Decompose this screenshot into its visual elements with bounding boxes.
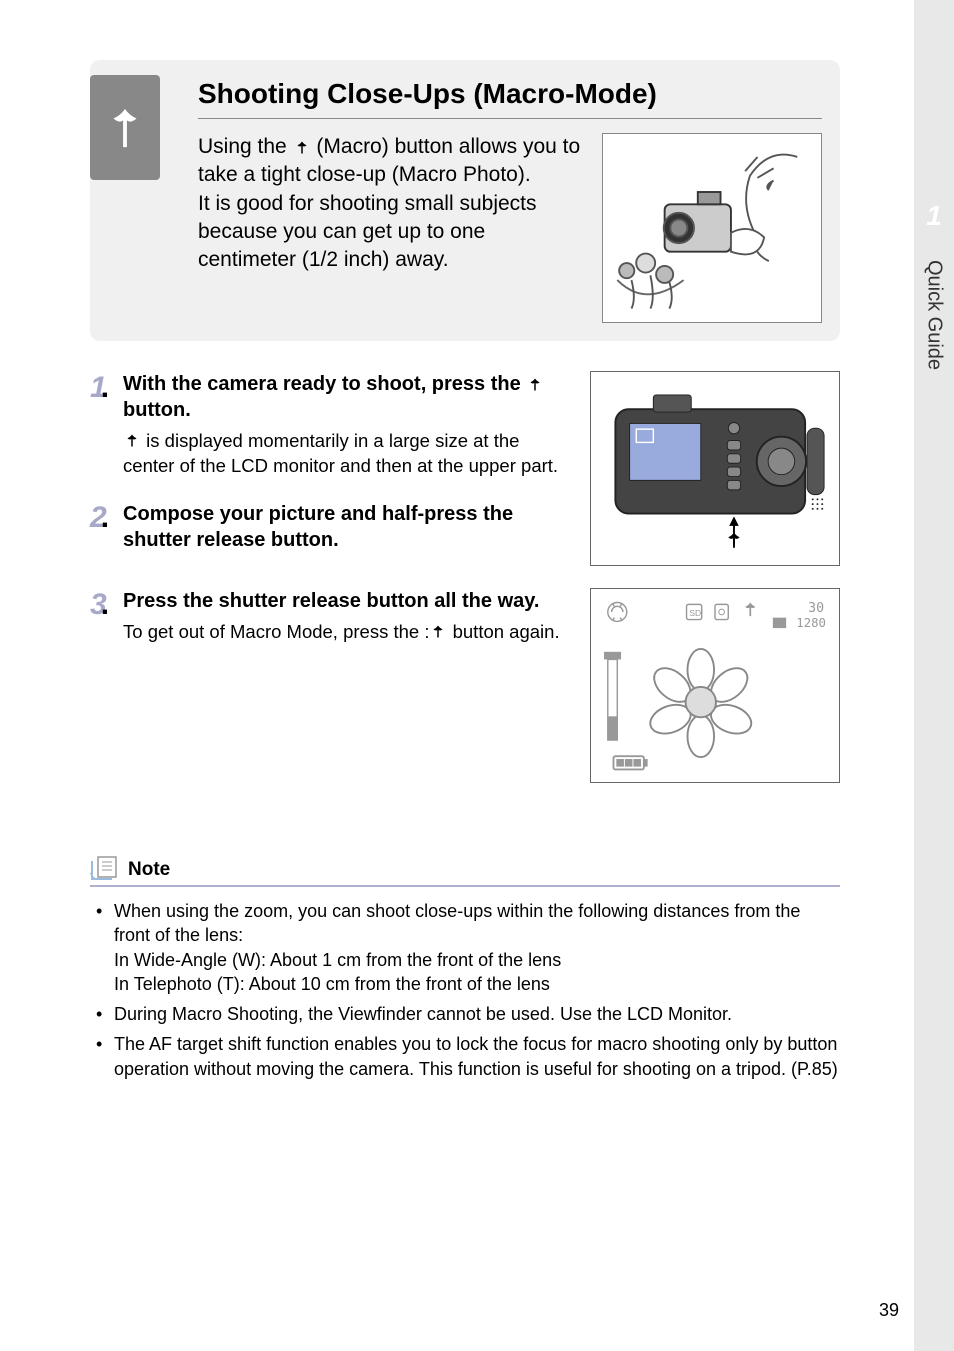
note-section: Note When using the zoom, you can shoot … [90, 853, 840, 1081]
macro-icon [526, 376, 544, 394]
step-row-1-2: 1. With the camera ready to shoot, press… [90, 371, 840, 566]
side-tab-label: Quick Guide [923, 260, 946, 370]
sd-icon-label: SD [689, 608, 701, 618]
step-number: 2. [90, 501, 109, 559]
step-3: 3. Press the shutter release button all … [90, 588, 570, 783]
step-1-body: With the camera ready to shoot, press th… [123, 371, 570, 479]
note-icon [90, 853, 120, 881]
side-tab: 1 Quick Guide [914, 0, 954, 1351]
intro-row: Using the (Macro) button allows you to t… [198, 133, 822, 323]
note-item: During Macro Shooting, the Viewfinder ca… [114, 1002, 840, 1026]
step-2-body: Compose your picture and half-press the … [123, 501, 570, 559]
note-header: Note [90, 853, 840, 887]
intro-illustration [602, 133, 822, 323]
lcd-counter: 30 [808, 601, 824, 616]
side-tab-chapter-number: 1 [926, 200, 942, 232]
step-1-desc: is displayed momentarily in a large size… [123, 429, 570, 479]
macro-mode-icon [90, 75, 160, 180]
step-3-title: Press the shutter release button all the… [123, 588, 570, 614]
note-item: When using the zoom, you can shoot close… [114, 899, 840, 996]
lcd-screenshot: SD 30 1280 [590, 588, 840, 783]
page-content: Shooting Close-Ups (Macro-Mode) Using th… [0, 0, 900, 1117]
macro-icon [293, 138, 311, 156]
step-2-title: Compose your picture and half-press the … [123, 501, 570, 553]
step-number: 3. [90, 588, 109, 783]
camera-back-illustration [590, 371, 840, 566]
lcd-size: 1280 [796, 616, 826, 630]
note-label: Note [128, 859, 170, 881]
intro-text-2: It is good for shooting small subjects b… [198, 192, 537, 272]
step-3-row: 3. Press the shutter release button all … [90, 588, 840, 783]
macro-icon [429, 624, 447, 642]
steps-1-2-text: 1. With the camera ready to shoot, press… [90, 371, 570, 566]
steps-list: 1. With the camera ready to shoot, press… [90, 371, 840, 783]
note-list: When using the zoom, you can shoot close… [90, 899, 840, 1081]
step-number: 1. [90, 371, 109, 479]
step-3-body: Press the shutter release button all the… [123, 588, 570, 783]
step-1-title: With the camera ready to shoot, press th… [123, 371, 570, 423]
macro-icon [123, 433, 141, 451]
step-3-image: SD 30 1280 [590, 588, 840, 783]
intro-text-1a: Using the [198, 135, 293, 158]
step-3-desc: To get out of Macro Mode, press the : bu… [123, 620, 570, 645]
note-item: The AF target shift function enables you… [114, 1032, 840, 1081]
step-1-image [590, 371, 840, 566]
page-number: 39 [879, 1300, 899, 1321]
intro-text: Using the (Macro) button allows you to t… [198, 133, 588, 323]
step-2: 2. Compose your picture and half-press t… [90, 501, 570, 559]
section-title: Shooting Close-Ups (Macro-Mode) [198, 78, 822, 119]
section-header: Shooting Close-Ups (Macro-Mode) Using th… [90, 60, 840, 341]
step-1: 1. With the camera ready to shoot, press… [90, 371, 570, 479]
